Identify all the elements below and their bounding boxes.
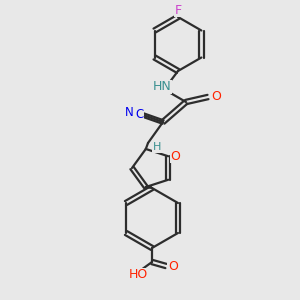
Text: HO: HO <box>128 268 148 281</box>
Text: H: H <box>153 142 161 152</box>
Text: O: O <box>168 260 178 272</box>
Text: F: F <box>174 4 182 16</box>
Text: C: C <box>135 107 143 121</box>
Text: N: N <box>124 106 134 119</box>
Text: O: O <box>170 150 180 163</box>
Text: O: O <box>211 91 221 103</box>
Text: HN: HN <box>153 80 171 94</box>
